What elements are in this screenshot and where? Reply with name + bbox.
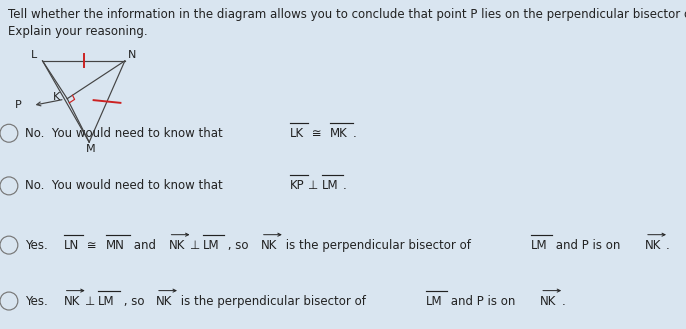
- Text: ≅: ≅: [84, 239, 101, 252]
- Text: NK: NK: [645, 239, 661, 252]
- Text: LK: LK: [289, 127, 304, 140]
- Text: LN: LN: [64, 239, 79, 252]
- Text: Yes.: Yes.: [25, 294, 55, 308]
- Text: ≅: ≅: [308, 127, 325, 140]
- Text: NK: NK: [169, 239, 185, 252]
- Text: .: .: [666, 239, 670, 252]
- Text: LM: LM: [426, 294, 442, 308]
- Text: LM: LM: [203, 239, 220, 252]
- Text: Explain your reasoning.: Explain your reasoning.: [8, 25, 148, 38]
- Text: and: and: [130, 239, 160, 252]
- Text: LM: LM: [322, 179, 338, 192]
- Text: is the perpendicular bisector of: is the perpendicular bisector of: [177, 294, 370, 308]
- Text: NK: NK: [540, 294, 556, 308]
- Text: No.  You would need to know that: No. You would need to know that: [25, 179, 230, 192]
- Text: MN: MN: [106, 239, 125, 252]
- Text: Yes.: Yes.: [25, 239, 55, 252]
- Text: KP: KP: [289, 179, 304, 192]
- Text: .: .: [353, 127, 357, 140]
- Text: NK: NK: [64, 294, 80, 308]
- Text: L: L: [31, 50, 38, 60]
- Text: ⊥: ⊥: [190, 239, 200, 252]
- Text: and P is on: and P is on: [552, 239, 624, 252]
- Text: NK: NK: [156, 294, 172, 308]
- Text: LM: LM: [98, 294, 115, 308]
- Text: , so: , so: [224, 239, 252, 252]
- Text: ⊥: ⊥: [309, 179, 319, 192]
- Text: .: .: [561, 294, 565, 308]
- Text: is the perpendicular bisector of: is the perpendicular bisector of: [282, 239, 475, 252]
- Text: Tell whether the information in the diagram allows you to conclude that point P : Tell whether the information in the diag…: [8, 8, 686, 21]
- Text: and P is on: and P is on: [447, 294, 519, 308]
- Text: MK: MK: [330, 127, 348, 140]
- Text: ⊥: ⊥: [85, 294, 95, 308]
- Text: LM: LM: [530, 239, 547, 252]
- Text: , so: , so: [119, 294, 147, 308]
- Text: N: N: [128, 50, 136, 60]
- Text: No.  You would need to know that: No. You would need to know that: [25, 127, 230, 140]
- Text: .: .: [343, 179, 347, 192]
- Text: M: M: [86, 144, 95, 154]
- Text: P: P: [14, 100, 21, 110]
- Text: K: K: [53, 92, 60, 102]
- Text: NK: NK: [261, 239, 277, 252]
